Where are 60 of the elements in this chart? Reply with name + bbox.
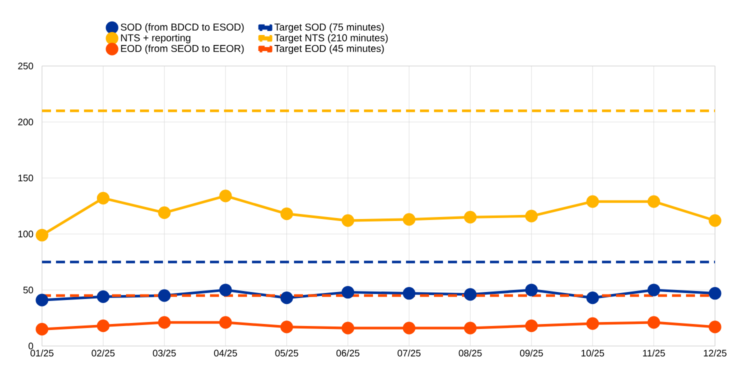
point — [158, 289, 171, 302]
point — [402, 213, 416, 226]
legend-label: Target EOD (45 minutes) — [274, 44, 384, 54]
point — [219, 284, 232, 296]
point — [219, 190, 232, 202]
legend-label: Target SOD (75 minutes) — [274, 23, 384, 33]
x-tick-label: 06/25 — [336, 350, 360, 356]
y-tick-label: 50 — [23, 286, 34, 294]
y-tick-label: 0 — [28, 342, 34, 350]
point — [158, 206, 171, 220]
point — [402, 287, 416, 300]
legend-label: Target NTS (210 minutes) — [274, 34, 388, 44]
point — [648, 195, 660, 208]
point — [342, 286, 354, 299]
point — [648, 316, 660, 329]
point — [708, 287, 722, 300]
point — [36, 322, 48, 336]
point — [525, 320, 538, 332]
point — [280, 292, 294, 304]
x-tick-label: 07/25 — [398, 350, 421, 356]
point — [525, 210, 538, 222]
point — [342, 322, 354, 334]
point — [708, 214, 722, 227]
point — [280, 320, 294, 334]
point — [342, 214, 354, 227]
x-tick-label: 04/25 — [214, 350, 237, 356]
point — [36, 294, 48, 306]
point — [708, 320, 722, 334]
point — [464, 322, 477, 334]
legend-label: SOD (from BDCD to ESOD) — [120, 23, 244, 33]
point — [219, 316, 232, 329]
point — [402, 322, 416, 334]
x-tick-label: 10/25 — [582, 350, 604, 356]
x-tick-label: 02/25 — [92, 350, 115, 356]
y-tick-label: 250 — [18, 62, 34, 70]
point — [96, 290, 110, 304]
x-tick-label: 08/25 — [458, 350, 482, 356]
x-tick-label: 03/25 — [152, 350, 176, 356]
legend-label: EOD (from SEOD to EEOR) — [121, 44, 244, 54]
point — [280, 208, 294, 220]
x-tick-label: 12/25 — [704, 350, 726, 356]
y-tick-label: 150 — [18, 174, 34, 182]
y-tick-label: 100 — [18, 230, 34, 238]
point — [586, 317, 599, 330]
point — [525, 284, 538, 296]
point — [36, 228, 48, 242]
point — [158, 316, 171, 329]
point — [648, 284, 660, 296]
point — [464, 288, 477, 301]
point — [464, 210, 477, 224]
point — [586, 195, 599, 208]
x-tick-label: 09/25 — [520, 350, 543, 356]
x-tick-label: 01/25 — [30, 350, 54, 356]
x-tick-label: 05/25 — [275, 350, 298, 356]
x-tick-label: 11/25 — [643, 350, 665, 356]
legend-label: NTS + reporting — [121, 34, 190, 44]
point — [96, 192, 110, 204]
point — [586, 292, 599, 304]
y-tick-label: 200 — [18, 118, 34, 126]
point — [96, 320, 110, 332]
